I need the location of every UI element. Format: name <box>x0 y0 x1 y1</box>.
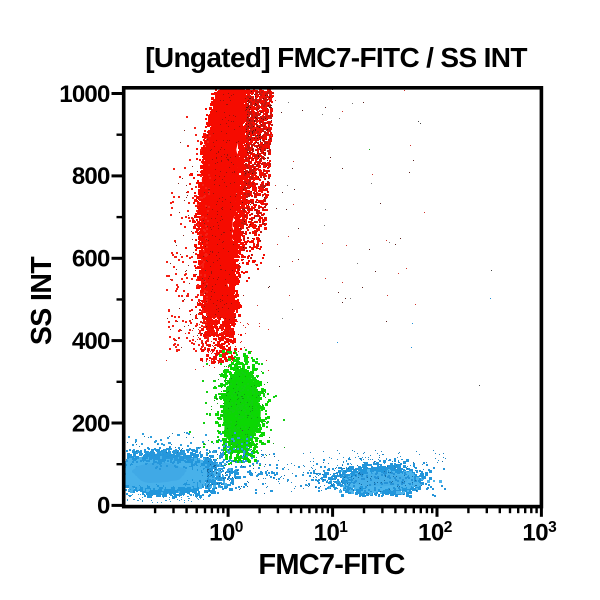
svg-text:200: 200 <box>72 410 110 437</box>
svg-text:[Ungated] FMC7-FITC / SS INT: [Ungated] FMC7-FITC / SS INT <box>145 42 527 73</box>
svg-text:0: 0 <box>97 493 110 520</box>
svg-text:FMC7-FITC: FMC7-FITC <box>258 549 405 581</box>
svg-text:400: 400 <box>72 328 110 355</box>
svg-text:600: 600 <box>72 246 110 273</box>
svg-text:1000: 1000 <box>59 81 110 108</box>
svg-text:800: 800 <box>72 163 110 190</box>
svg-text:SS INT: SS INT <box>26 256 58 345</box>
svg-text:102: 102 <box>418 519 452 547</box>
